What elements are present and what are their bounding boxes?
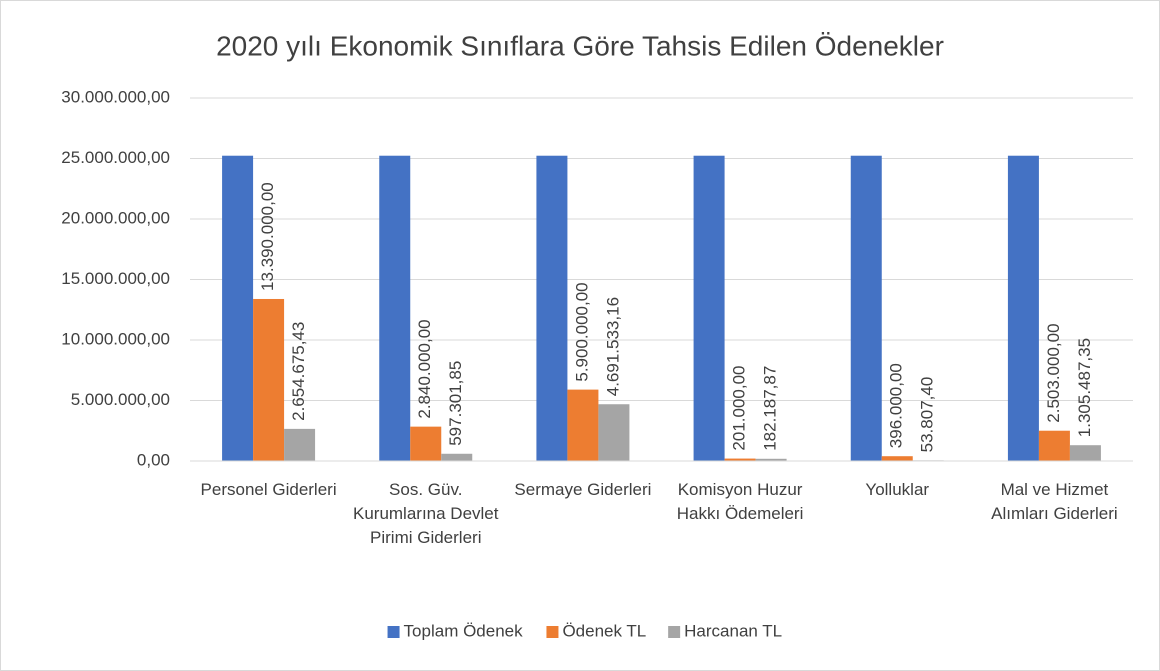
x-tick-label: Sos. Güv. Kurumlarına Devlet Pirimi Gide…	[352, 480, 499, 547]
bar	[755, 458, 787, 461]
bar	[724, 458, 756, 461]
bar	[881, 456, 913, 461]
data-label: 13.390.000,00	[258, 182, 277, 291]
bar	[284, 428, 316, 461]
data-label: 2.503.000,00	[1044, 323, 1063, 422]
bar	[598, 404, 630, 461]
y-tick-label: 0,00	[137, 450, 170, 469]
x-tick-label-box: Sermaye Giderleri	[514, 480, 652, 499]
x-tick-label-box: Mal ve Hizmet Alımları Giderleri	[991, 480, 1118, 523]
y-tick-label: 15.000.000,00	[61, 269, 170, 288]
x-tick-label: Sermaye Giderleri	[514, 480, 652, 499]
data-label: 2.654.675,43	[289, 322, 308, 421]
bar	[1038, 430, 1070, 461]
x-tick-label-box: Sos. Güv. Kurumlarına Devlet Pirimi Gide…	[352, 480, 499, 547]
data-label: 2.840.000,00	[415, 319, 434, 418]
y-tick-label: 20.000.000,00	[61, 208, 170, 227]
legend-label: Ödenek TL	[562, 621, 646, 640]
y-tick-label: 25.000.000,00	[61, 148, 170, 167]
data-label: 4.691.533,16	[603, 297, 622, 396]
bar	[379, 155, 411, 462]
data-label: 5.900.000,00	[572, 282, 591, 381]
bar	[536, 155, 568, 462]
bar	[1069, 445, 1101, 461]
legend-label: Harcanan TL	[684, 621, 782, 640]
bar	[850, 155, 882, 462]
data-label: 597.301,85	[446, 361, 465, 446]
bar	[441, 453, 473, 461]
x-tick-label-box: Personel Giderleri	[200, 480, 337, 499]
data-label: 396.000,00	[887, 363, 906, 448]
bar	[1007, 155, 1039, 462]
data-label: 182.187,87	[761, 366, 780, 451]
x-tick-label-box: Komisyon Huzur Hakkı Ödemeleri	[676, 480, 804, 523]
bar	[693, 155, 725, 462]
bar	[253, 298, 285, 461]
x-tick-label-box: Yolluklar	[865, 480, 930, 499]
y-tick-label: 10.000.000,00	[61, 329, 170, 348]
legend-swatch	[387, 626, 400, 638]
data-label: 1.305.487,35	[1075, 338, 1094, 437]
bar	[222, 155, 254, 462]
legend-swatch	[546, 626, 559, 638]
data-label: 53.807,40	[918, 377, 937, 453]
data-label: 201.000,00	[730, 365, 749, 450]
legend-swatch	[668, 626, 681, 638]
bar	[410, 426, 442, 461]
chart-title: 2020 yılı Ekonomik Sınıflara Göre Tahsis…	[216, 30, 944, 61]
bar	[567, 389, 599, 461]
x-tick-label: Mal ve Hizmet Alımları Giderleri	[991, 480, 1118, 523]
legend-label: Toplam Ödenek	[404, 621, 524, 640]
x-tick-label: Komisyon Huzur Hakkı Ödemeleri	[676, 480, 804, 523]
y-tick-label: 5.000.000,00	[71, 390, 170, 409]
x-tick-label: Personel Giderleri	[200, 480, 337, 499]
x-tick-label: Yolluklar	[865, 480, 930, 499]
y-tick-label: 30.000.000,00	[61, 87, 170, 106]
